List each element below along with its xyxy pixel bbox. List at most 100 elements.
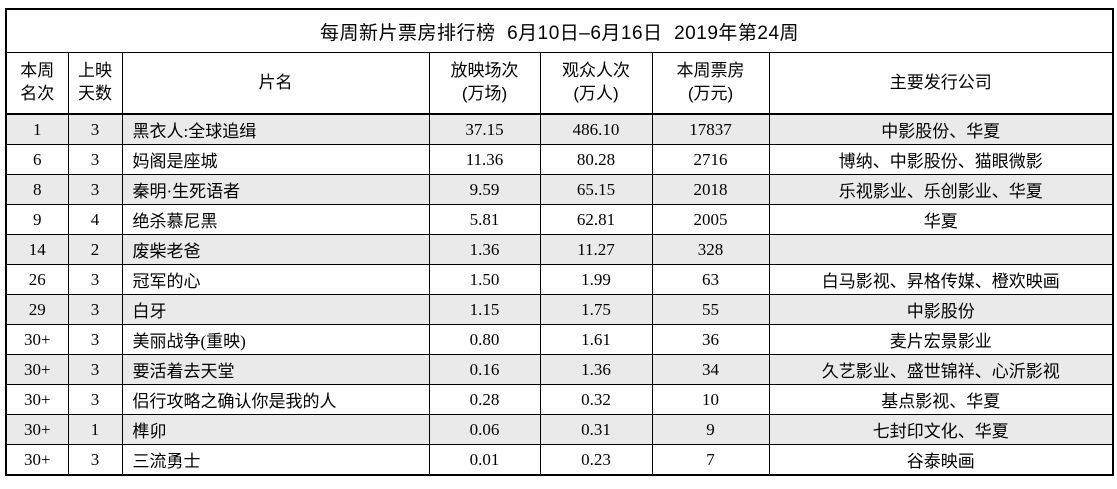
cell-distributors: 博纳、中影股份、猫眼微影: [768, 144, 1114, 175]
table-row: 8 3 秦明·生死语者 9.59 65.15 2018 乐视影业、乐创影业、华夏: [5, 174, 1114, 205]
cell-days: 4: [67, 204, 123, 235]
table-body: 1 3 黑衣人:全球追缉 37.15 486.10 17837 中影股份、华夏 6 3 妈阁是座城…: [5, 113, 1114, 476]
column-header-film-title: 片名: [121, 52, 430, 115]
cell-film-title: 废柴老爸: [121, 234, 430, 265]
cell-screenings: 0.16: [428, 354, 541, 385]
table-row: 30+ 3 侣行攻略之确认你是我的人 0.28 0.32 10 基点影视、华夏: [5, 384, 1114, 415]
cell-distributors: 乐视影业、乐创影业、华夏: [768, 174, 1114, 205]
cell-distributors: [768, 234, 1114, 265]
cell-distributors: 久艺影业、盛世锦祥、心沂影视: [768, 354, 1114, 385]
cell-film-title: 侣行攻略之确认你是我的人: [121, 384, 430, 415]
cell-box-office: 55: [651, 294, 770, 325]
cell-box-office: 2716: [651, 144, 770, 175]
table-row: 9 4 绝杀慕尼黑 5.81 62.81 2005 华夏: [5, 204, 1114, 235]
cell-box-office: 9: [651, 414, 770, 445]
table-row: 1 3 黑衣人:全球追缉 37.15 486.10 17837 中影股份、华夏: [5, 113, 1114, 145]
cell-rank: 14: [5, 234, 69, 265]
cell-days: 3: [67, 174, 123, 205]
cell-film-title: 妈阁是座城: [121, 144, 430, 175]
column-header-rank: 本周 名次: [5, 52, 69, 115]
cell-box-office: 17837: [651, 113, 770, 145]
cell-rank: 29: [5, 294, 69, 325]
cell-distributors: 基点影视、华夏: [768, 384, 1114, 415]
cell-rank: 30+: [5, 354, 69, 385]
cell-rank: 9: [5, 204, 69, 235]
cell-box-office: 10: [651, 384, 770, 415]
cell-rank: 26: [5, 264, 69, 295]
cell-distributors: 中影股份、华夏: [768, 113, 1114, 145]
table-row: 26 3 冠军的心 1.50 1.99 63 白马影视、昇格传媒、橙欢映画: [5, 264, 1114, 295]
cell-days: 3: [67, 144, 123, 175]
cell-days: 3: [67, 294, 123, 325]
table-row: 30+ 3 美丽战争(重映) 0.80 1.61 36 麦片宏景影业: [5, 324, 1114, 355]
cell-rank: 6: [5, 144, 69, 175]
cell-rank: 30+: [5, 324, 69, 355]
cell-admissions: 1.75: [539, 294, 653, 325]
cell-days: 3: [67, 444, 123, 476]
cell-admissions: 80.28: [539, 144, 653, 175]
cell-days: 1: [67, 414, 123, 445]
cell-distributors: 白马影视、昇格传媒、橙欢映画: [768, 264, 1114, 295]
cell-box-office: 34: [651, 354, 770, 385]
cell-screenings: 37.15: [428, 113, 541, 145]
cell-screenings: 0.06: [428, 414, 541, 445]
cell-film-title: 秦明·生死语者: [121, 174, 430, 205]
cell-box-office: 2005: [651, 204, 770, 235]
cell-box-office: 328: [651, 234, 770, 265]
cell-admissions: 0.32: [539, 384, 653, 415]
cell-days: 3: [67, 113, 123, 145]
cell-box-office: 36: [651, 324, 770, 355]
cell-screenings: 1.50: [428, 264, 541, 295]
cell-film-title: 美丽战争(重映): [121, 324, 430, 355]
cell-admissions: 1.99: [539, 264, 653, 295]
cell-film-title: 白牙: [121, 294, 430, 325]
table-row: 30+ 3 要活着去天堂 0.16 1.36 34 久艺影业、盛世锦祥、心沂影视: [5, 354, 1114, 385]
cell-admissions: 486.10: [539, 113, 653, 145]
cell-screenings: 0.01: [428, 444, 541, 476]
cell-rank: 1: [5, 113, 69, 145]
cell-screenings: 1.36: [428, 234, 541, 265]
cell-screenings: 0.28: [428, 384, 541, 415]
table-row: 30+ 1 榫卯 0.06 0.31 9 七封印文化、华夏: [5, 414, 1114, 445]
cell-screenings: 0.80: [428, 324, 541, 355]
cell-distributors: 中影股份: [768, 294, 1114, 325]
column-header-admissions: 观众人次 (万人): [539, 52, 653, 115]
cell-distributors: 麦片宏景影业: [768, 324, 1114, 355]
cell-rank: 8: [5, 174, 69, 205]
title-row: 每周新片票房排行榜 6月10日–6月16日 2019年第24周: [5, 8, 1114, 53]
cell-film-title: 三流勇士: [121, 444, 430, 476]
cell-screenings: 5.81: [428, 204, 541, 235]
cell-film-title: 冠军的心: [121, 264, 430, 295]
cell-distributors: 七封印文化、华夏: [768, 414, 1114, 445]
cell-box-office: 7: [651, 444, 770, 476]
table-row: 29 3 白牙 1.15 1.75 55 中影股份: [5, 294, 1114, 325]
cell-rank: 30+: [5, 414, 69, 445]
table-row: 30+ 3 三流勇士 0.01 0.23 7 谷泰映画: [5, 444, 1114, 476]
cell-rank: 30+: [5, 384, 69, 415]
header-row: 本周 名次 上映 天数 片名 放映场次 (万场) 观众人次 (万人) 本周票房 …: [5, 52, 1114, 115]
cell-film-title: 绝杀慕尼黑: [121, 204, 430, 235]
cell-screenings: 11.36: [428, 144, 541, 175]
cell-admissions: 0.31: [539, 414, 653, 445]
cell-film-title: 黑衣人:全球追缉: [121, 113, 430, 145]
column-header-days: 上映 天数: [67, 52, 123, 115]
cell-days: 2: [67, 234, 123, 265]
cell-box-office: 63: [651, 264, 770, 295]
cell-box-office: 2018: [651, 174, 770, 205]
cell-screenings: 1.15: [428, 294, 541, 325]
cell-screenings: 9.59: [428, 174, 541, 205]
box-office-table: 每周新片票房排行榜 6月10日–6月16日 2019年第24周 本周 名次 上映…: [5, 8, 1115, 476]
column-header-screenings: 放映场次 (万场): [428, 52, 541, 115]
cell-film-title: 要活着去天堂: [121, 354, 430, 385]
cell-days: 3: [67, 384, 123, 415]
cell-admissions: 62.81: [539, 204, 653, 235]
column-header-box-office: 本周票房 (万元): [651, 52, 770, 115]
table-title: 每周新片票房排行榜 6月10日–6月16日 2019年第24周: [5, 8, 1114, 53]
table-row: 6 3 妈阁是座城 11.36 80.28 2716 博纳、中影股份、猫眼微影: [5, 144, 1114, 175]
cell-days: 3: [67, 354, 123, 385]
cell-days: 3: [67, 324, 123, 355]
column-header-distributors: 主要发行公司: [768, 52, 1114, 115]
cell-days: 3: [67, 264, 123, 295]
cell-admissions: 65.15: [539, 174, 653, 205]
